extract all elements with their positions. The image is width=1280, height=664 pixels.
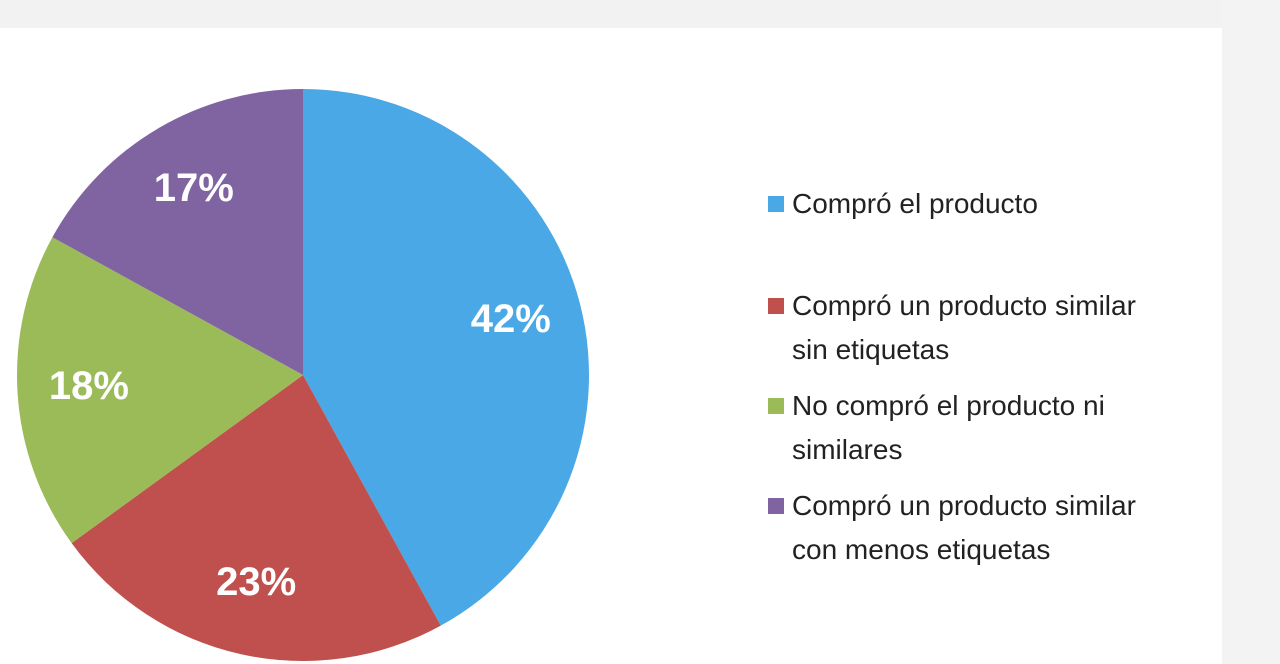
legend-label: Compró un producto similar con menos eti… — [792, 490, 1136, 565]
legend-label: No compró el producto ni similares — [792, 390, 1105, 465]
right-band — [1222, 0, 1280, 664]
pie-slice — [303, 89, 589, 626]
data-label: 17% — [154, 166, 234, 210]
legend-swatch — [768, 196, 784, 212]
legend-swatch — [768, 398, 784, 414]
pie-slice — [71, 375, 441, 662]
legend-swatch — [768, 298, 784, 314]
legend-label: Compró un producto similar sin etiquetas — [792, 290, 1136, 365]
legend-label: Compró el producto — [792, 188, 1038, 219]
legend-item: Compró el producto — [768, 182, 1178, 226]
pie-slice — [52, 89, 304, 375]
legend-item: No compró el producto ni similares — [768, 384, 1178, 472]
legend: Compró el producto Compró un producto sim… — [768, 182, 1178, 584]
legend-item: Compró un producto similar sin etiquetas — [768, 284, 1178, 372]
legend-swatch — [768, 498, 784, 514]
data-label: 23% — [216, 560, 296, 604]
data-label: 18% — [49, 364, 129, 408]
legend-item: Compró un producto similar con menos eti… — [768, 484, 1178, 572]
top-band — [0, 0, 1280, 28]
data-label: 42% — [471, 297, 551, 341]
pie-slice — [17, 237, 304, 544]
